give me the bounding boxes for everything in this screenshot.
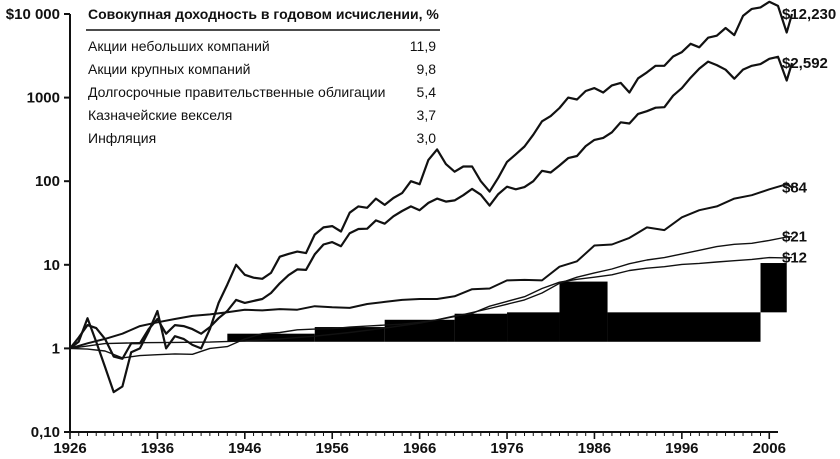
band-5 <box>559 281 608 342</box>
y-tick-label-0: 0,10 <box>31 424 60 441</box>
y-tick-label-2: 10 <box>43 257 60 274</box>
legend-entry-value-1: 9,8 <box>417 61 437 77</box>
x-tick-label-7: 1996 <box>665 440 698 457</box>
series-line-0 <box>69 0 794 394</box>
band-7 <box>760 263 787 313</box>
legend-entry-value-4: 3,0 <box>417 130 437 146</box>
series-line-2 <box>69 183 793 350</box>
legend-entry-value-3: 3,7 <box>417 107 437 123</box>
x-tick-label-5: 1976 <box>490 440 523 457</box>
shaded-bands <box>227 263 787 342</box>
series-line-4 <box>69 256 793 359</box>
x-tick-label-3: 1956 <box>316 440 349 457</box>
band-0 <box>227 333 315 342</box>
x-tick-label-2: 1946 <box>228 440 261 457</box>
x-tick-label-4: 1966 <box>403 440 436 457</box>
legend: Совокупная доходность в годовом исчислен… <box>86 6 440 146</box>
x-tick-label-0: 1926 <box>53 440 86 457</box>
y-tick-label-3: 100 <box>35 173 60 190</box>
x-axis-ticks: 1926 1936 1946 1956 1966 1976 1986 1996 2006 <box>53 432 786 457</box>
legend-entry-value-2: 5,4 <box>417 84 437 100</box>
legend-entry-label-2: Долгосрочные правительственные облигации <box>88 84 385 100</box>
end-label-2: $84 <box>782 180 808 197</box>
end-label-0: $12,230 <box>782 6 836 23</box>
series-line-1 <box>69 55 794 360</box>
legend-entry-label-0: Акции небольших компаний <box>88 38 270 54</box>
y-tick-label-5: $10 000 <box>6 6 60 23</box>
y-tick-label-4: 1000 <box>27 90 60 107</box>
end-label-3: $21 <box>782 229 807 246</box>
end-label-1: $2,592 <box>782 55 828 72</box>
x-tick-label-1: 1936 <box>141 440 174 457</box>
series-lines <box>69 0 794 394</box>
x-tick-label-6: 1986 <box>578 440 611 457</box>
x-tick-label-8: 2006 <box>753 440 786 457</box>
band-6 <box>607 312 761 342</box>
y-tick-label-1: 1 <box>52 340 60 357</box>
legend-title: Совокупная доходность в годовом исчислен… <box>88 6 439 22</box>
legend-entry-label-4: Инфляция <box>88 130 156 146</box>
legend-entry-label-1: Акции крупных компаний <box>88 61 250 77</box>
legend-entry-label-3: Казначейские векселя <box>88 107 232 123</box>
band-4 <box>507 312 560 342</box>
y-axis-ticks: 0,10 1 10 100 1000 $10 000 <box>6 6 70 441</box>
legend-entry-value-0: 11,9 <box>410 38 436 54</box>
band-3 <box>454 313 508 342</box>
series-end-labels: $12,230 $2,592 $84 $21 $12 <box>782 6 836 267</box>
end-label-4: $12 <box>782 250 807 267</box>
